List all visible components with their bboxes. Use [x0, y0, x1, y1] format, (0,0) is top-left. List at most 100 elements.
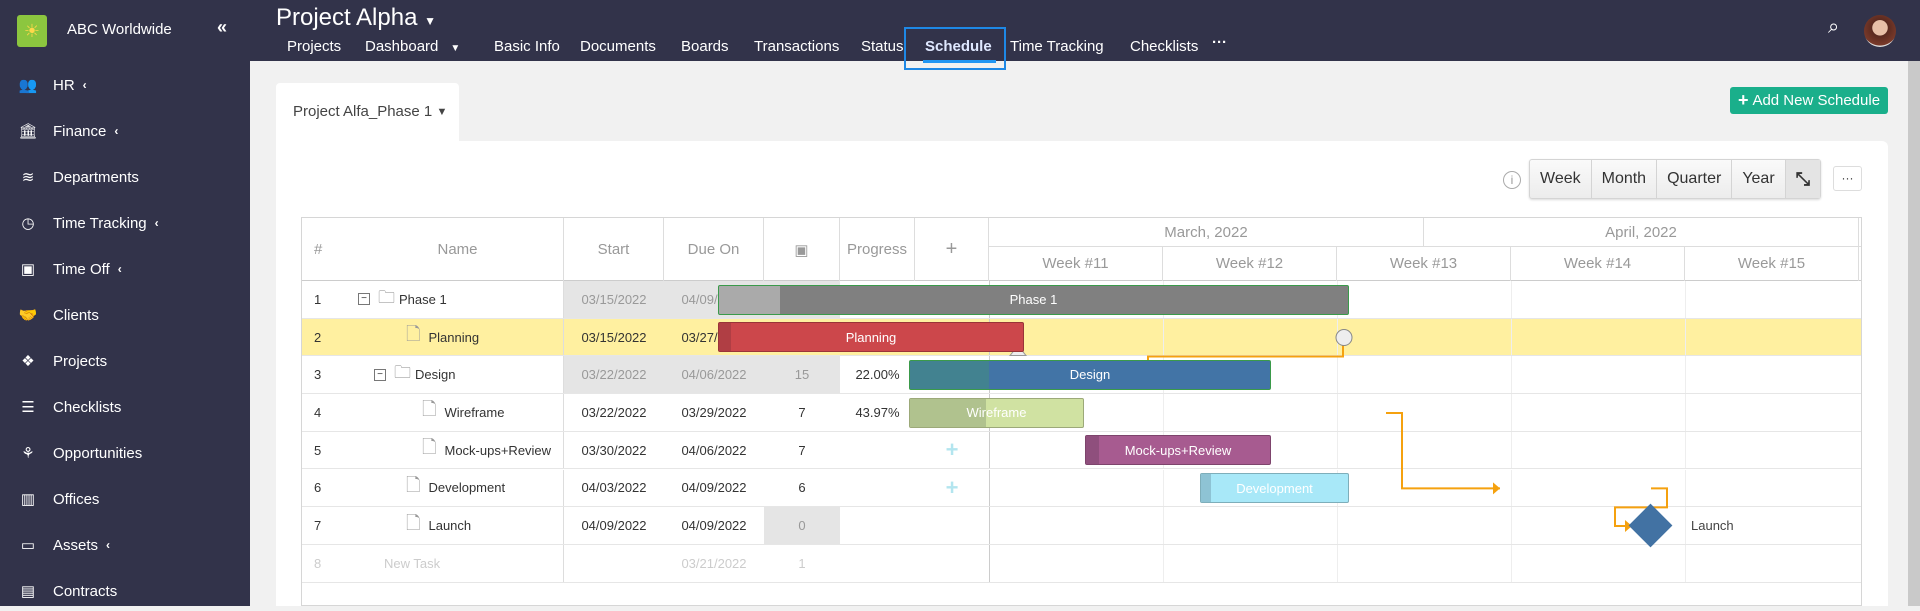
task-name[interactable]: Planning: [428, 329, 480, 345]
view-year-button[interactable]: Year: [1732, 160, 1786, 198]
duration[interactable]: 7: [798, 404, 806, 420]
collapse-sidebar-icon[interactable]: «: [217, 17, 228, 37]
bar-label: Wireframe: [966, 405, 1027, 421]
column-header-label[interactable]: +: [945, 238, 958, 260]
add-subtask-icon[interactable]: +: [945, 437, 959, 463]
plant-hand-icon: ⚘: [21, 445, 35, 462]
sidebar-item-clients[interactable]: 🤝 Clients: [0, 295, 250, 335]
sidebar-item-label: Contracts: [53, 582, 118, 600]
due-cell: 04/06/2022: [664, 356, 764, 394]
tab-basic-info[interactable]: Basic Info: [494, 38, 560, 55]
task-name[interactable]: Launch: [428, 518, 472, 534]
table-row[interactable]: 5 🗋 Mock-ups+Review 03/30/2022 04/06/2022 7 +: [302, 431, 1861, 470]
gantt-bar-phase-1[interactable]: Phase 1: [718, 284, 1349, 315]
due-date[interactable]: 03/21/2022: [681, 555, 747, 571]
view-month-button[interactable]: Month: [1592, 160, 1658, 198]
start-date[interactable]: 03/15/2022: [581, 329, 647, 345]
start-date[interactable]: 03/22/2022: [581, 367, 647, 383]
view-quarter-button[interactable]: Quarter: [1657, 160, 1733, 198]
task-name[interactable]: Mock-ups+Review: [444, 442, 552, 458]
tab-label: Transactions: [754, 38, 840, 55]
add-subtask-icon[interactable]: +: [945, 474, 959, 500]
tab-label: Documents: [580, 38, 656, 55]
tab-transactions[interactable]: Transactions: [754, 38, 839, 55]
sidebar-item-checklists[interactable]: ☰ Checklists: [0, 387, 250, 427]
tab-status[interactable]: Status: [861, 38, 904, 55]
duration[interactable]: 0: [798, 518, 806, 534]
gantt-bar-development[interactable]: Development: [1200, 473, 1349, 503]
more-tabs-button[interactable]: ···: [1212, 34, 1227, 51]
page-scrollbar[interactable]: [1908, 61, 1920, 606]
row-number-cell: 1: [302, 281, 352, 318]
duration[interactable]: 6: [798, 480, 806, 496]
collapse-toggle-icon[interactable]: −: [358, 293, 370, 306]
table-row[interactable]: 6 🗋 Development 04/03/2022 04/09/2022 6 +: [302, 469, 1861, 508]
name-cell: 🗋 Launch: [352, 507, 564, 544]
sidebar-item-assets[interactable]: ▭ Assets ‹: [0, 525, 250, 565]
sidebar-item-departments[interactable]: ≋ Departments: [0, 157, 250, 197]
gantt-bar-planning[interactable]: Planning: [718, 322, 1024, 353]
start-date[interactable]: 04/09/2022: [581, 518, 647, 534]
task-name[interactable]: Wireframe: [444, 404, 505, 420]
sidebar-item-hr[interactable]: 👥 HR ‹: [0, 65, 250, 105]
tab-label: Dashboard: [365, 38, 439, 55]
week-gridline: [1337, 431, 1338, 469]
sidebar-item-contracts[interactable]: ▤ Contracts: [0, 571, 250, 611]
info-icon[interactable]: i: [1503, 171, 1521, 189]
task-name[interactable]: Development: [428, 480, 506, 496]
user-avatar[interactable]: [1864, 15, 1896, 47]
sidebar-item-time-tracking[interactable]: ◷ Time Tracking ‹: [0, 203, 250, 243]
due-date[interactable]: 04/09/2022: [681, 480, 747, 496]
gantt-bar-mock-ups-review[interactable]: Mock-ups+Review: [1085, 435, 1271, 466]
due-date[interactable]: 04/06/2022: [681, 367, 747, 383]
duration[interactable]: 15: [794, 367, 810, 383]
table-row[interactable]: 7 🗋 Launch 04/09/2022 04/09/2022 0: [302, 507, 1861, 545]
sidebar-item-offices[interactable]: ▥ Offices: [0, 479, 250, 519]
add-new-schedule-button[interactable]: + Add New Schedule: [1730, 87, 1888, 114]
task-name[interactable]: Phase 1: [399, 291, 447, 307]
tab-projects[interactable]: Projects: [287, 38, 341, 55]
project-title[interactable]: Project Alpha ▼: [276, 4, 436, 32]
start-date[interactable]: 03/30/2022: [581, 442, 647, 458]
sidebar-item-time-off[interactable]: ▣ Time Off ‹: [0, 249, 250, 289]
due-date[interactable]: 04/06/2022: [681, 442, 747, 458]
more-options-button[interactable]: ···: [1833, 166, 1862, 191]
week-gridline: [1337, 394, 1338, 431]
table-row[interactable]: 8 New Task 03/21/2022 1: [302, 544, 1861, 583]
duration[interactable]: 1: [798, 555, 806, 571]
link-handle[interactable]: [1335, 329, 1353, 347]
tab-time-tracking[interactable]: Time Tracking: [1010, 38, 1104, 55]
grid-divider: [989, 544, 990, 582]
schedule-selector[interactable]: Project Alfa_Phase 1 ▼: [276, 83, 459, 143]
tab-schedule[interactable]: Schedule: [923, 38, 996, 63]
sidebar-item-projects[interactable]: ❖ Projects: [0, 341, 250, 381]
collapse-toggle-icon[interactable]: −: [374, 368, 386, 381]
tab-dashboard[interactable]: Dashboard ▼: [365, 38, 460, 55]
start-date[interactable]: 03/22/2022: [581, 404, 647, 420]
tab-documents[interactable]: Documents: [580, 38, 656, 55]
column-header-2: Start: [564, 218, 664, 281]
due-date[interactable]: 04/09/2022: [681, 518, 747, 534]
start-date[interactable]: 03/15/2022: [581, 291, 647, 307]
dependency-link[interactable]: [1386, 411, 1500, 490]
gantt-bar-design[interactable]: Design: [909, 359, 1271, 390]
tab-checklists[interactable]: Checklists: [1130, 38, 1198, 55]
search-icon[interactable]: ⌕: [1828, 16, 1840, 38]
gantt-bar-wireframe[interactable]: Wireframe: [909, 397, 1084, 428]
task-name[interactable]: New Task: [384, 555, 441, 571]
collapse-arrows-icon[interactable]: ⤡: [1785, 160, 1821, 198]
due-date[interactable]: 03/29/2022: [681, 404, 747, 420]
sidebar-item-finance[interactable]: 🏛 Finance ‹: [0, 111, 250, 151]
task-name[interactable]: Design: [415, 367, 456, 383]
view-week-button[interactable]: Week: [1530, 160, 1592, 198]
tab-boards[interactable]: Boards: [681, 38, 729, 55]
sidebar-item-opportunities[interactable]: ⚘ Opportunities: [0, 433, 250, 473]
row-number-cell: 5: [302, 432, 352, 469]
sidebar-item-label: HR: [53, 76, 75, 94]
duration[interactable]: 7: [798, 442, 806, 458]
dependency-link[interactable]: [1614, 487, 1668, 528]
start-date[interactable]: 04/03/2022: [581, 480, 647, 496]
